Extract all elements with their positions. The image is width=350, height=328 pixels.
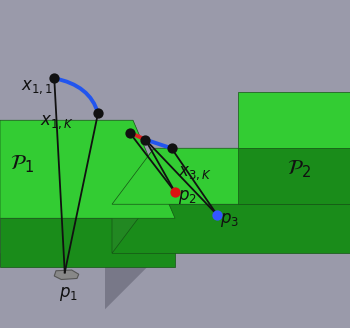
Point [214, 212, 220, 217]
Point [172, 189, 178, 195]
Polygon shape [0, 218, 175, 267]
Polygon shape [0, 253, 175, 267]
Polygon shape [238, 148, 350, 204]
Polygon shape [54, 270, 79, 279]
Text: $x_{1,1}$: $x_{1,1}$ [21, 78, 53, 96]
Point [95, 111, 101, 116]
Point [169, 146, 174, 151]
Polygon shape [112, 204, 350, 253]
Text: $\mathcal{P}_2$: $\mathcal{P}_2$ [287, 158, 311, 180]
Polygon shape [112, 148, 154, 253]
Text: $p_3$: $p_3$ [220, 211, 240, 229]
Polygon shape [238, 92, 350, 148]
Text: $x_{1,K}$: $x_{1,K}$ [40, 113, 74, 131]
Text: $p_1$: $p_1$ [59, 285, 78, 303]
Text: $p_2$: $p_2$ [178, 188, 197, 206]
Text: $\mathcal{P}_1$: $\mathcal{P}_1$ [10, 153, 35, 175]
Point [127, 130, 132, 135]
Polygon shape [0, 120, 175, 218]
Point [51, 76, 57, 81]
Polygon shape [112, 148, 350, 204]
Point [142, 137, 148, 142]
Polygon shape [105, 148, 238, 309]
Text: $x_{3,K}$: $x_{3,K}$ [178, 164, 212, 182]
